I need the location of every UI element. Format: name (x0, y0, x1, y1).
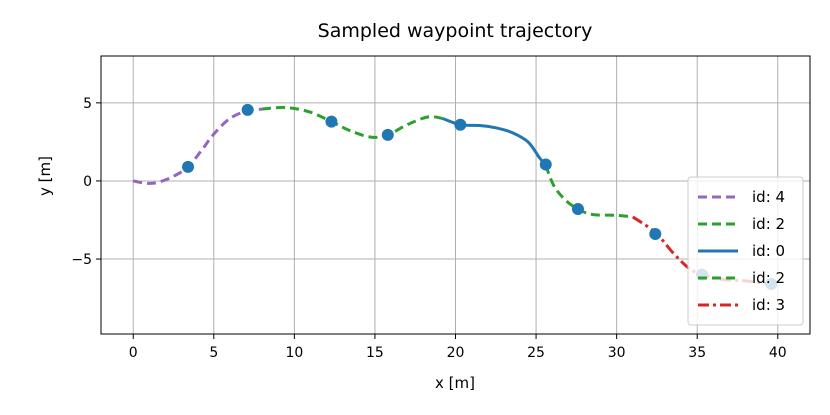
x-tick-label: 20 (447, 345, 465, 361)
legend-entry: id: 2 (752, 215, 785, 233)
x-tick-label: 30 (608, 345, 626, 361)
series-line-1 (132, 107, 263, 185)
series-line-2 (261, 105, 443, 139)
y-axis-label: y [m] (36, 156, 54, 196)
x-tick-label: 35 (688, 345, 706, 361)
y-tick-label: 5 (83, 96, 92, 112)
waypoint-marker (381, 128, 394, 141)
x-tick-label: 25 (527, 345, 545, 361)
waypoint-marker (182, 160, 195, 173)
legend-entry: id: 2 (752, 269, 785, 287)
y-tick-label: −5 (71, 252, 92, 268)
legend: id: 4 id: 2 id: 0 id: 2 id: 3 (687, 176, 804, 326)
x-tick-label: 5 (209, 345, 218, 361)
x-tick-label: 0 (129, 345, 138, 361)
waypoint-marker (571, 203, 584, 216)
waypoint-marker (454, 118, 467, 131)
x-tick-label: 15 (366, 345, 384, 361)
y-tick-label: 0 (83, 174, 92, 190)
x-tick-label: 40 (769, 345, 787, 361)
x-axis-ticks: 0 5 10 15 20 25 30 35 40 (129, 334, 787, 361)
waypoint-marker (241, 103, 254, 116)
waypoint-marker (649, 228, 662, 241)
legend-box (687, 176, 804, 326)
series-line-4 (544, 164, 633, 219)
x-tick-label: 10 (285, 345, 303, 361)
waypoint-marker (539, 158, 552, 171)
legend-entry: id: 3 (752, 296, 785, 314)
chart-title: Sampled waypoint trajectory (318, 20, 593, 42)
legend-entry: id: 0 (752, 242, 785, 260)
x-axis-label: x [m] (435, 374, 475, 392)
legend-entry: id: 4 (752, 188, 785, 206)
y-axis-ticks: −5 0 5 (71, 96, 101, 268)
waypoint-marker (325, 115, 338, 128)
